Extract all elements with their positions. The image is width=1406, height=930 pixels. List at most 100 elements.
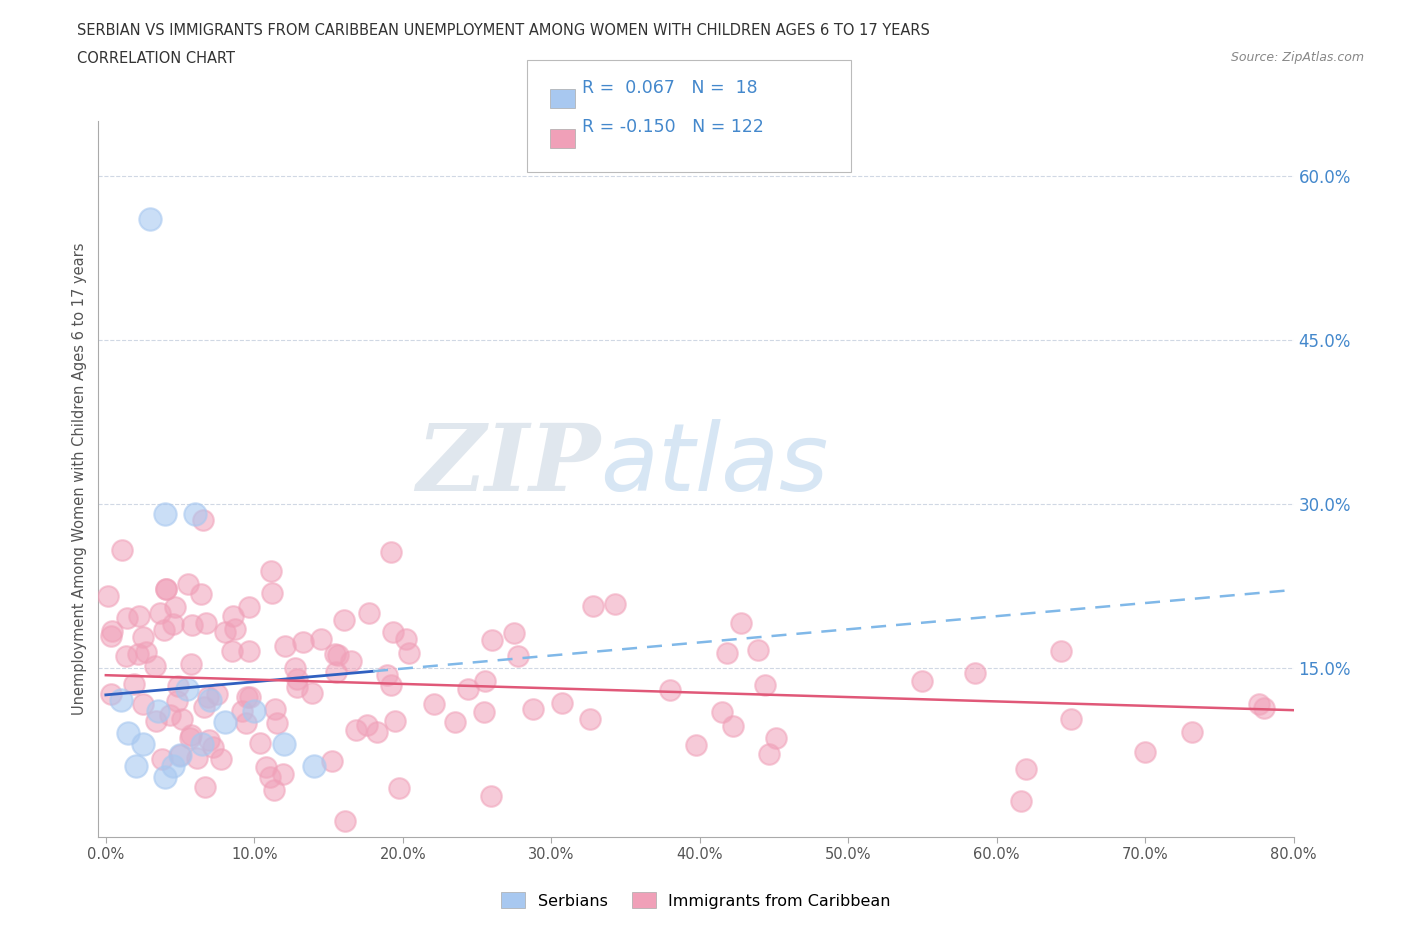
Text: atlas: atlas xyxy=(600,419,828,511)
Point xyxy=(132,737,155,751)
Y-axis label: Unemployment Among Women with Children Ages 6 to 17 years: Unemployment Among Women with Children A… xyxy=(72,243,87,715)
Point xyxy=(963,665,986,680)
Point xyxy=(1015,762,1038,777)
Point xyxy=(274,638,297,653)
Point xyxy=(503,626,526,641)
Point xyxy=(1060,711,1083,726)
Point xyxy=(172,711,194,726)
Point xyxy=(264,701,287,716)
Point xyxy=(284,660,307,675)
Point xyxy=(474,705,496,720)
Point xyxy=(222,608,245,623)
Point xyxy=(194,779,217,794)
Point xyxy=(685,737,707,752)
Point xyxy=(254,760,277,775)
Point xyxy=(259,769,281,784)
Text: CORRELATION CHART: CORRELATION CHART xyxy=(77,51,235,66)
Point xyxy=(366,724,388,739)
Point xyxy=(122,676,145,691)
Point xyxy=(271,767,294,782)
Point xyxy=(551,695,574,710)
Point xyxy=(145,714,167,729)
Point xyxy=(332,613,354,628)
Point xyxy=(132,630,155,644)
Point xyxy=(285,671,308,686)
Point xyxy=(114,648,136,663)
Point xyxy=(198,693,221,708)
Point xyxy=(177,577,200,591)
Text: Source: ZipAtlas.com: Source: ZipAtlas.com xyxy=(1230,51,1364,64)
Point xyxy=(193,699,215,714)
Point xyxy=(162,759,184,774)
Point xyxy=(506,649,529,664)
Point xyxy=(180,657,202,671)
Point xyxy=(249,736,271,751)
Point xyxy=(169,747,191,762)
Point xyxy=(479,789,502,804)
Point xyxy=(167,679,190,694)
Point xyxy=(711,704,734,719)
Point xyxy=(205,686,228,701)
Point xyxy=(721,718,744,733)
Point xyxy=(522,701,544,716)
Point xyxy=(100,624,122,639)
Point xyxy=(166,694,188,709)
Point xyxy=(238,644,260,659)
Point xyxy=(135,644,157,659)
Point xyxy=(214,715,236,730)
Point xyxy=(169,748,191,763)
Point xyxy=(747,643,769,658)
Point xyxy=(582,598,605,613)
Point xyxy=(176,682,198,697)
Point xyxy=(395,631,418,646)
Point xyxy=(197,690,219,705)
Point xyxy=(384,713,406,728)
Point xyxy=(911,673,934,688)
Point xyxy=(139,212,162,227)
Point xyxy=(344,723,367,737)
Point xyxy=(1247,697,1270,711)
Point xyxy=(238,600,260,615)
Point xyxy=(115,611,138,626)
Point xyxy=(754,677,776,692)
Point xyxy=(474,673,496,688)
Point xyxy=(110,693,132,708)
Point xyxy=(380,678,402,693)
Point xyxy=(266,715,288,730)
Point xyxy=(481,632,503,647)
Point xyxy=(239,689,262,704)
Point xyxy=(155,769,177,784)
Point xyxy=(221,643,243,658)
Text: ZIP: ZIP xyxy=(416,419,600,510)
Point xyxy=(1010,794,1032,809)
Point xyxy=(209,751,232,766)
Point xyxy=(195,616,218,631)
Point xyxy=(180,618,202,632)
Text: SERBIAN VS IMMIGRANTS FROM CARIBBEAN UNEMPLOYMENT AMONG WOMEN WITH CHILDREN AGES: SERBIAN VS IMMIGRANTS FROM CARIBBEAN UNE… xyxy=(77,23,931,38)
Point xyxy=(321,753,343,768)
Point xyxy=(155,581,177,596)
Point xyxy=(292,634,315,649)
Point xyxy=(152,622,174,637)
Point xyxy=(263,782,285,797)
Point xyxy=(325,665,347,680)
Point xyxy=(730,616,752,631)
Point xyxy=(198,733,221,748)
Point xyxy=(214,624,236,639)
Point xyxy=(765,730,787,745)
Point xyxy=(457,682,479,697)
Point xyxy=(381,625,404,640)
Point xyxy=(231,703,253,718)
Point xyxy=(443,714,465,729)
Point xyxy=(357,605,380,620)
Point xyxy=(180,727,202,742)
Point xyxy=(1133,745,1156,760)
Point xyxy=(163,599,186,614)
Point xyxy=(224,621,246,636)
Point xyxy=(758,747,780,762)
Point xyxy=(259,564,281,578)
Point xyxy=(143,658,166,673)
Legend: Serbians, Immigrants from Caribbean: Serbians, Immigrants from Caribbean xyxy=(495,885,897,915)
Point xyxy=(579,711,602,726)
Point xyxy=(273,737,295,751)
